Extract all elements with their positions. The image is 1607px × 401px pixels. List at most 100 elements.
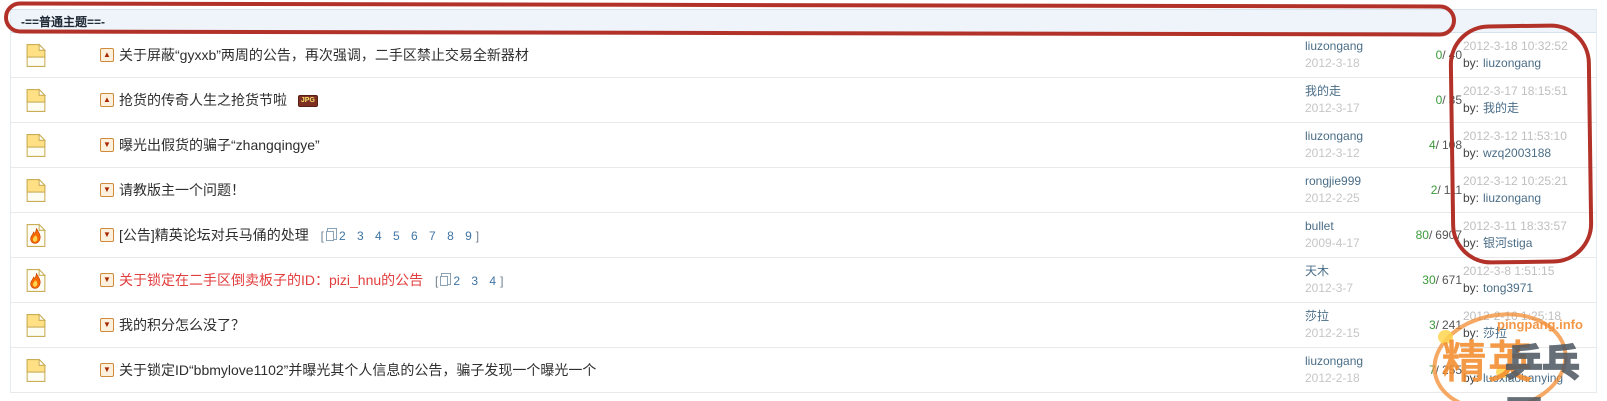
thread-table: -==普通主题==- 关于屏蔽“gyxxb”两周的公告，再次强调，二手区禁止交易… (10, 9, 1597, 393)
by-label: by: (1463, 101, 1480, 115)
views-count: 40 (1448, 48, 1462, 62)
lastpost-time: 2012-3-12 11:53:10 (1463, 129, 1567, 143)
author-link[interactable]: rongjie999 (1305, 174, 1362, 188)
views-count: 241 (1441, 318, 1462, 332)
thread-start-date: 2012-3-17 (1305, 101, 1360, 115)
count-slash: / (1435, 138, 1439, 152)
author-cell: 天木 2012-3-7 (1305, 263, 1435, 297)
author-cell: rongjie999 2012-2-25 (1305, 173, 1435, 207)
views-count: 111 (1443, 183, 1462, 197)
author-link[interactable]: 莎拉 (1305, 309, 1330, 323)
topic-status-icon (100, 273, 114, 287)
folder-page-icon (26, 223, 47, 247)
author-link[interactable]: 我的走 (1305, 84, 1342, 98)
folder-page-icon (26, 178, 47, 202)
thread-title-cell: 请教版主一个问题！ (119, 180, 1296, 200)
thread-row: 曝光出假货的骗子“zhangqingye” liuzongang 2012-3-… (11, 123, 1596, 168)
lastpost-by: by: luoxiaohanying (1463, 371, 1563, 385)
count-slash: / (1435, 318, 1439, 332)
topic-folder-icon (25, 178, 47, 203)
by-label: by: (1463, 56, 1480, 70)
reply-view-counts: 7/255 (1396, 363, 1462, 377)
replies-count: 0 (1435, 48, 1443, 62)
replies-count: 30 (1422, 273, 1436, 287)
topic-folder-icon (25, 88, 47, 113)
section-header: -==普通主题==- (11, 9, 1596, 33)
thread-row: [公告]精英论坛对兵马俑的处理 [2 3 4 5 6 7 8 9] bullet… (11, 213, 1596, 258)
thread-row: 关于屏蔽“gyxxb”两周的公告，再次强调，二手区禁止交易全新器材 liuzon… (11, 33, 1596, 78)
author-cell: liuzongang 2012-3-12 (1305, 128, 1435, 162)
thread-title-link[interactable]: 关于锁定在二手区倒卖板子的ID：pizi_hnu的公告 (119, 272, 424, 288)
lastpost-author-link[interactable]: liuzongang (1483, 191, 1542, 205)
thread-start-date: 2012-3-18 (1305, 56, 1360, 70)
thread-start-date: 2009-4-17 (1305, 236, 1360, 250)
thread-title-link[interactable]: 关于锁定ID“bbmylove1102”并曝光其个人信息的公告，骗子发现一个曝光… (119, 362, 597, 378)
author-cell: liuzongang 2012-3-18 (1305, 38, 1435, 72)
lastpost-author-link[interactable]: 莎拉 (1483, 326, 1508, 340)
lastpost-by: by: wzq2003188 (1463, 146, 1551, 160)
section-title: -==普通主题==- (21, 15, 106, 29)
lastpost-time: 2012-3-11 18:33:57 (1463, 219, 1567, 233)
topic-status-icon (100, 138, 114, 152)
lastpost-author-link[interactable]: liuzongang (1483, 56, 1542, 70)
reply-view-counts: 0/40 (1396, 48, 1462, 62)
lastpost-by: by: liuzongang (1463, 191, 1541, 205)
thread-row: 请教版主一个问题！ rongjie999 2012-2-25 2/111 201… (11, 168, 1596, 213)
thread-row: 抢货的传奇人生之抢货节啦 JPG 我的走 2012-3-17 0/35 2012… (11, 78, 1596, 123)
attachment-jpg-icon: JPG (297, 95, 318, 108)
page-number-links[interactable]: 2 3 4 (453, 274, 501, 288)
count-slash: / (1435, 273, 1439, 287)
views-count: 671 (1441, 273, 1462, 287)
folder-page-icon (26, 133, 47, 157)
lastpost-author-link[interactable]: tong3971 (1483, 281, 1534, 295)
lastpost-cell: 2012-3-17 18:15:51 by: 我的走 (1463, 83, 1603, 117)
lastpost-cell: 2012-3-8 1:51:15 by: tong3971 (1463, 263, 1603, 297)
lastpost-cell: 2012-3-12 10:25:21 by: liuzongang (1463, 173, 1603, 207)
reply-view-counts: 3/241 (1396, 318, 1462, 332)
replies-count: 80 (1415, 228, 1429, 242)
author-cell: 莎拉 2012-2-15 (1305, 308, 1435, 342)
thread-title-link[interactable]: 我的积分怎么没了？ (119, 317, 245, 333)
lastpost-cell: 2012-2-16 1:25:18 by: 莎拉 (1463, 308, 1603, 342)
thread-title-cell: 我的积分怎么没了？ (119, 315, 1296, 335)
thread-title-link[interactable]: [公告]精英论坛对兵马俑的处理 (119, 227, 309, 243)
page-number-links[interactable]: 2 3 4 5 6 7 8 9 (339, 229, 476, 243)
count-slash: / (1442, 93, 1446, 107)
topic-folder-icon (25, 268, 47, 293)
thread-row: 关于锁定ID“bbmylove1102”并曝光其个人信息的公告，骗子发现一个曝光… (11, 348, 1596, 393)
author-link[interactable]: bullet (1305, 219, 1334, 233)
author-link[interactable]: 天木 (1305, 264, 1330, 278)
lastpost-author-link[interactable]: 我的走 (1483, 101, 1520, 115)
thread-title-link[interactable]: 请教版主一个问题！ (119, 182, 245, 198)
folder-page-icon (26, 358, 47, 382)
topic-status-icon (100, 93, 114, 107)
author-link[interactable]: liuzongang (1305, 39, 1364, 53)
author-link[interactable]: liuzongang (1305, 129, 1364, 143)
lastpost-author-link[interactable]: 银河stiga (1483, 236, 1533, 250)
views-count: 6907 (1435, 228, 1462, 242)
thread-rows: 关于屏蔽“gyxxb”两周的公告，再次强调，二手区禁止交易全新器材 liuzon… (11, 33, 1596, 393)
lastpost-time: 2012-3-12 10:25:21 (1463, 174, 1568, 188)
bracket-close: ] (475, 229, 480, 243)
folder-page-icon (26, 88, 47, 112)
lastpost-author-link[interactable]: luoxiaohanying (1483, 371, 1564, 385)
replies-count: 0 (1435, 93, 1443, 107)
thread-title-link[interactable]: 抢货的传奇人生之抢货节啦 (119, 92, 287, 108)
topic-status-icon (100, 228, 114, 242)
count-slash: / (1435, 363, 1439, 377)
lastpost-by: by: 银河stiga (1463, 236, 1532, 250)
thread-title-link[interactable]: 曝光出假货的骗子“zhangqingye” (119, 137, 320, 153)
replies-count: 3 (1428, 318, 1436, 332)
author-link[interactable]: liuzongang (1305, 354, 1364, 368)
by-label: by: (1463, 236, 1480, 250)
thread-title-cell: 曝光出假货的骗子“zhangqingye” (119, 135, 1296, 155)
topic-status-icon (100, 183, 114, 197)
reply-view-counts: 30/671 (1396, 273, 1462, 287)
multipage-icon (440, 276, 449, 286)
lastpost-author-link[interactable]: wzq2003188 (1483, 146, 1552, 160)
count-slash: / (1437, 183, 1441, 197)
thread-title-cell: 关于屏蔽“gyxxb”两周的公告，再次强调，二手区禁止交易全新器材 (119, 45, 1296, 65)
views-count: 35 (1448, 93, 1462, 107)
lastpost-cell: 2012-3-12 11:53:10 by: wzq2003188 (1463, 128, 1603, 162)
thread-title-link[interactable]: 关于屏蔽“gyxxb”两周的公告，再次强调，二手区禁止交易全新器材 (119, 47, 529, 63)
